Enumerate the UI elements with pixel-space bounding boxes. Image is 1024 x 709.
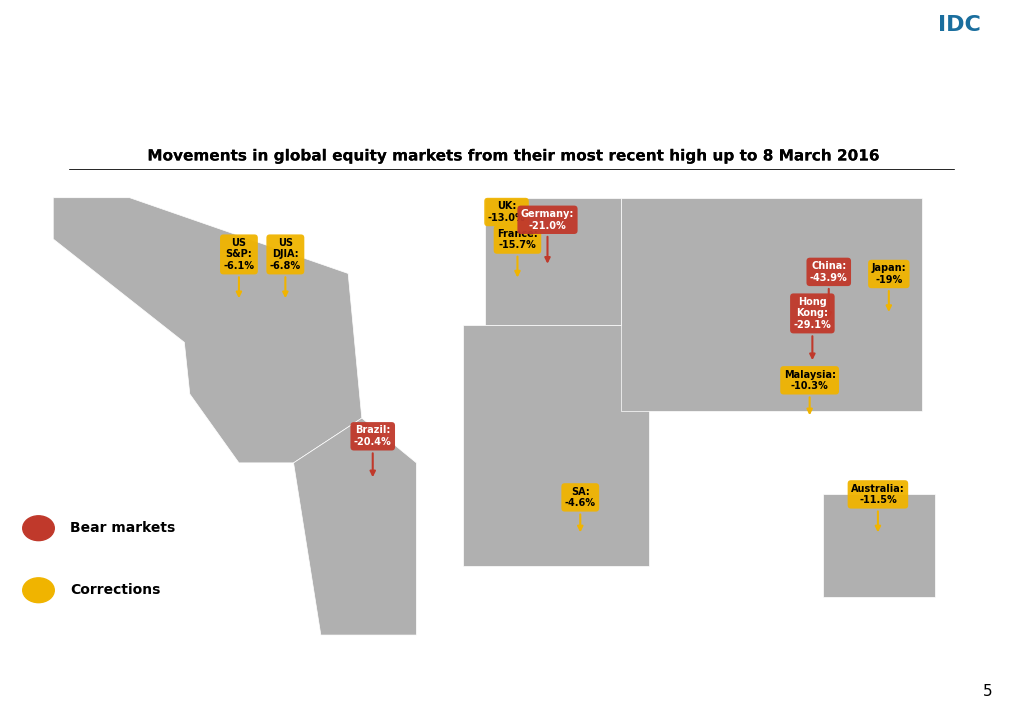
Text: Bear markets: Bear markets — [70, 521, 175, 535]
Circle shape — [23, 516, 54, 540]
Text: IDC: IDC — [938, 15, 981, 35]
Text: Movements in global equity markets from their most recent high up to 8 March 201: Movements in global equity markets from … — [147, 148, 877, 164]
Text: Australia:
-11.5%: Australia: -11.5% — [851, 484, 905, 530]
Text: UK:
-13.0%: UK: -13.0% — [487, 201, 525, 247]
Text: China:
-43.9%: China: -43.9% — [810, 261, 848, 317]
Text: Japan:
-19%: Japan: -19% — [871, 263, 906, 310]
Text: Hong
Kong:
-29.1%: Hong Kong: -29.1% — [794, 297, 831, 358]
Text: US
S&P:
-6.1%: US S&P: -6.1% — [223, 238, 254, 296]
Text: Equity markets tumbled sharply at the start of the year: Equity markets tumbled sharply at the st… — [20, 108, 585, 127]
Polygon shape — [622, 198, 922, 411]
Polygon shape — [823, 494, 935, 597]
Text: Brazil:
-20.4%: Brazil: -20.4% — [354, 425, 391, 475]
Text: Corrections: Corrections — [70, 584, 161, 597]
Text: Germany:
-21.0%: Germany: -21.0% — [521, 209, 574, 262]
Text: France:
-15.7%: France: -15.7% — [497, 229, 538, 275]
Text: SA:
-4.6%: SA: -4.6% — [565, 486, 596, 530]
Text: Malaysia:
-10.3%: Malaysia: -10.3% — [783, 369, 836, 413]
Text: US
DJIA:
-6.8%: US DJIA: -6.8% — [269, 238, 301, 296]
Polygon shape — [53, 198, 361, 463]
Polygon shape — [463, 325, 648, 566]
Circle shape — [23, 578, 54, 603]
Polygon shape — [294, 418, 417, 635]
Text: Global economy:: Global economy: — [20, 63, 216, 83]
Text: 5: 5 — [983, 683, 993, 699]
Polygon shape — [484, 198, 622, 325]
